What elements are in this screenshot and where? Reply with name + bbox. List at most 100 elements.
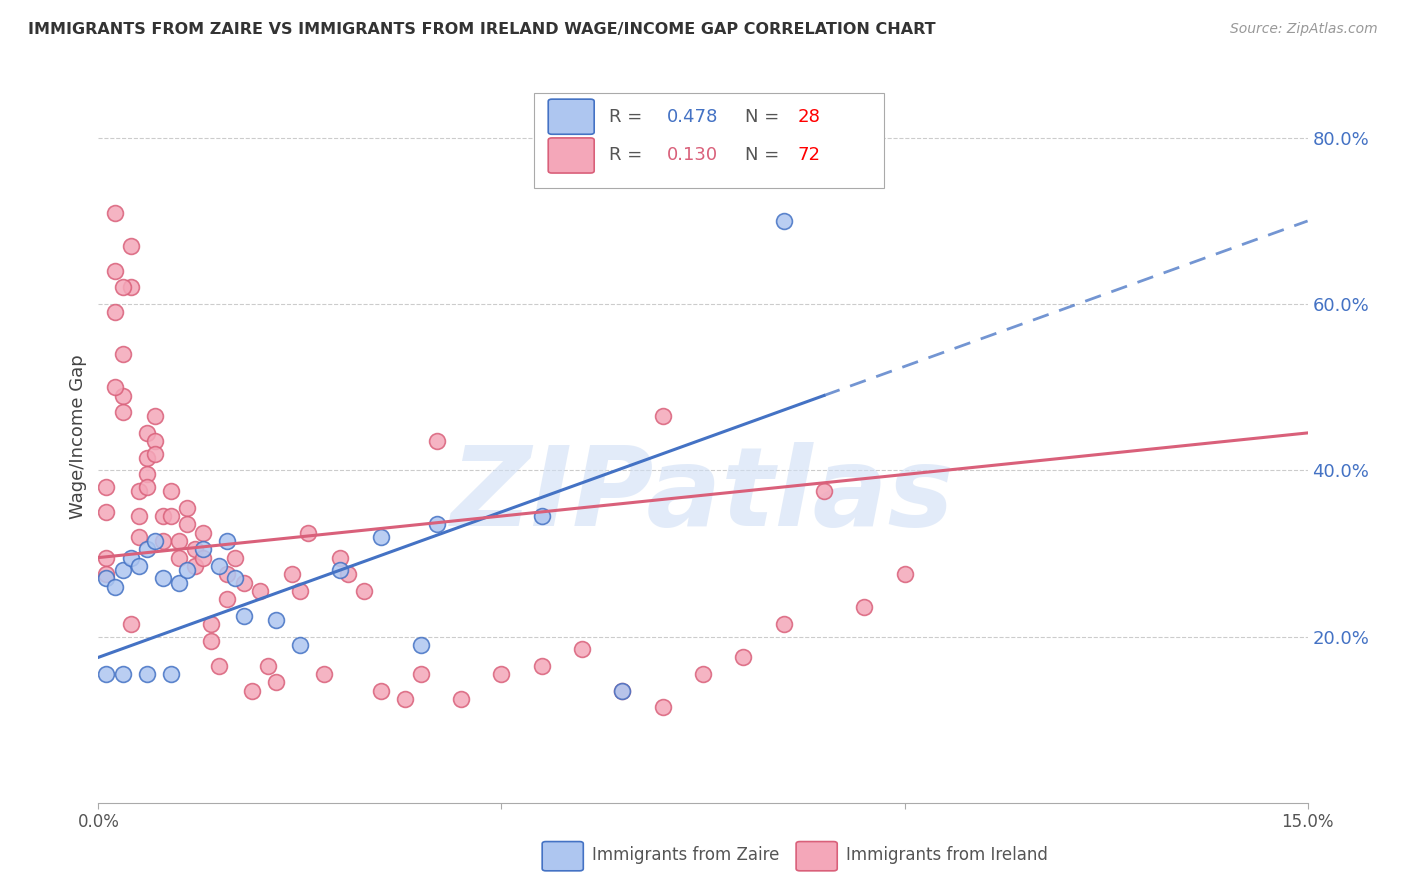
Point: [193, 550, 215, 565]
Point: [314, 667, 336, 681]
Point: [152, 571, 174, 585]
Point: [232, 575, 254, 590]
Point: [264, 675, 287, 690]
Point: [176, 563, 198, 577]
Point: [491, 667, 513, 681]
Point: [176, 517, 198, 532]
Point: [264, 613, 287, 627]
Point: [733, 650, 755, 665]
Point: [297, 525, 319, 540]
Point: [853, 600, 876, 615]
Point: [96, 505, 118, 519]
Point: [612, 683, 634, 698]
Text: R =: R =: [609, 108, 648, 126]
Point: [152, 533, 174, 548]
Point: [370, 530, 392, 544]
Point: [530, 509, 553, 524]
Text: 0.130: 0.130: [666, 146, 718, 164]
Point: [135, 450, 157, 465]
Point: [370, 683, 392, 698]
Point: [135, 467, 157, 482]
Point: [128, 509, 150, 524]
Point: [111, 667, 134, 681]
Point: [135, 667, 157, 681]
Point: [103, 305, 125, 319]
Point: [111, 388, 134, 402]
Point: [193, 525, 215, 540]
Point: [111, 563, 134, 577]
Point: [176, 500, 198, 515]
Point: [281, 567, 304, 582]
Point: [256, 658, 278, 673]
Point: [184, 542, 207, 557]
Point: [120, 280, 142, 294]
Point: [143, 533, 166, 548]
Point: [651, 409, 673, 424]
Point: [143, 409, 166, 424]
Point: [128, 530, 150, 544]
Point: [426, 517, 449, 532]
Text: Source: ZipAtlas.com: Source: ZipAtlas.com: [1230, 22, 1378, 37]
Point: [288, 638, 311, 652]
Point: [249, 583, 271, 598]
Point: [167, 533, 190, 548]
Point: [184, 558, 207, 573]
Point: [200, 617, 222, 632]
Point: [409, 667, 432, 681]
Point: [692, 667, 714, 681]
Point: [167, 575, 190, 590]
Point: [160, 509, 183, 524]
Point: [208, 558, 231, 573]
Point: [96, 567, 118, 582]
Text: ZIPatlas: ZIPatlas: [451, 442, 955, 549]
Point: [128, 484, 150, 499]
Text: R =: R =: [609, 146, 648, 164]
Point: [530, 658, 553, 673]
Point: [651, 700, 673, 714]
Point: [103, 205, 125, 219]
Point: [224, 550, 246, 565]
Point: [143, 447, 166, 461]
Point: [96, 480, 118, 494]
Point: [813, 484, 835, 499]
Point: [772, 617, 794, 632]
Point: [772, 214, 794, 228]
Text: IMMIGRANTS FROM ZAIRE VS IMMIGRANTS FROM IRELAND WAGE/INCOME GAP CORRELATION CHA: IMMIGRANTS FROM ZAIRE VS IMMIGRANTS FROM…: [28, 22, 936, 37]
Point: [160, 667, 183, 681]
Point: [103, 264, 125, 278]
Text: 0.478: 0.478: [666, 108, 718, 126]
Point: [96, 550, 118, 565]
Point: [612, 683, 634, 698]
Point: [353, 583, 375, 598]
Point: [135, 542, 157, 557]
FancyBboxPatch shape: [548, 138, 595, 173]
Text: N =: N =: [745, 146, 786, 164]
Point: [571, 642, 593, 657]
Point: [450, 692, 472, 706]
Point: [337, 567, 360, 582]
Y-axis label: Wage/Income Gap: Wage/Income Gap: [69, 355, 87, 519]
Text: 72: 72: [797, 146, 820, 164]
Text: 28: 28: [797, 108, 820, 126]
Point: [217, 533, 239, 548]
Text: Immigrants from Zaire: Immigrants from Zaire: [592, 847, 779, 864]
Point: [232, 608, 254, 623]
Point: [103, 580, 125, 594]
Point: [208, 658, 231, 673]
Point: [111, 347, 134, 361]
FancyBboxPatch shape: [543, 841, 583, 871]
Point: [120, 550, 142, 565]
Point: [160, 484, 183, 499]
Point: [128, 558, 150, 573]
Point: [111, 405, 134, 419]
Point: [329, 563, 352, 577]
Point: [426, 434, 449, 449]
Point: [120, 239, 142, 253]
Point: [135, 480, 157, 494]
Text: N =: N =: [745, 108, 786, 126]
FancyBboxPatch shape: [796, 841, 837, 871]
Point: [111, 280, 134, 294]
Point: [96, 571, 118, 585]
Point: [167, 550, 190, 565]
Text: Immigrants from Ireland: Immigrants from Ireland: [845, 847, 1047, 864]
